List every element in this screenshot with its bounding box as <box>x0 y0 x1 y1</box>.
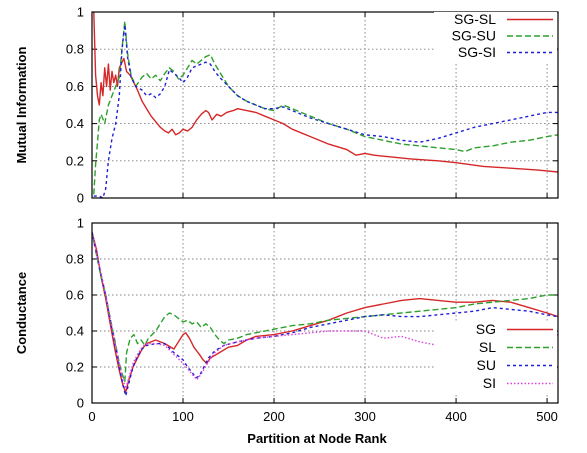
series-line-sg-su <box>93 20 558 195</box>
y-tick-label: 1 <box>77 5 84 20</box>
y-tick-label: 0.8 <box>66 42 84 57</box>
x-tick-label: 500 <box>536 409 558 424</box>
legend-bg <box>434 376 557 394</box>
y-tick-label: 0.4 <box>66 324 84 339</box>
x-tick-label: 100 <box>172 409 194 424</box>
series-line-sl <box>92 231 558 383</box>
legend-label: SG-SI <box>458 44 496 60</box>
y-tick-label: 0.2 <box>66 153 84 168</box>
series-line-sg <box>92 231 558 393</box>
legend-label: SG-SL <box>454 11 496 27</box>
legend-bg <box>434 28 557 45</box>
y-tick-label: 0.2 <box>66 360 84 375</box>
x-tick-label: 0 <box>88 409 95 424</box>
plot-frame <box>91 222 559 404</box>
legend-label: SG <box>476 321 496 337</box>
y-tick-label: 0.4 <box>66 116 84 131</box>
series-line-sg-sl <box>93 11 558 173</box>
y-tick-label: 0 <box>77 396 84 411</box>
y-tick-label: 0.6 <box>66 79 84 94</box>
plot-frame <box>91 11 559 199</box>
x-tick-label: 200 <box>263 409 285 424</box>
y-tick-label: 0 <box>77 191 84 206</box>
legend-bg <box>434 340 557 358</box>
y-axis-label: Conductance <box>14 272 29 354</box>
y-tick-label: 0.8 <box>66 252 84 267</box>
legend-bg <box>434 45 557 62</box>
x-tick-label: 300 <box>354 409 376 424</box>
x-axis-label: Partition at Node Rank <box>247 431 387 446</box>
legend-bg <box>434 322 557 340</box>
legend-label: SU <box>477 357 496 373</box>
legend-label: SG-SU <box>452 28 496 44</box>
legend-bg <box>434 12 557 29</box>
legend-bg <box>434 358 557 376</box>
legend-label: SI <box>483 375 496 391</box>
y-axis-label: Mutual Information <box>14 46 29 163</box>
legend-label: SL <box>479 339 496 355</box>
series-line-sg-si <box>93 24 558 199</box>
chart-panel-2: 0 0.2 0.4 0.6 0.8 1 0 100 200 300 400 500 SG SL SU SI Co… <box>14 216 559 446</box>
y-tick-label: 0.6 <box>66 288 84 303</box>
legend: SG SL SU SI <box>434 321 557 394</box>
y-tick-label: 1 <box>77 216 84 231</box>
x-tick-label: 400 <box>445 409 467 424</box>
